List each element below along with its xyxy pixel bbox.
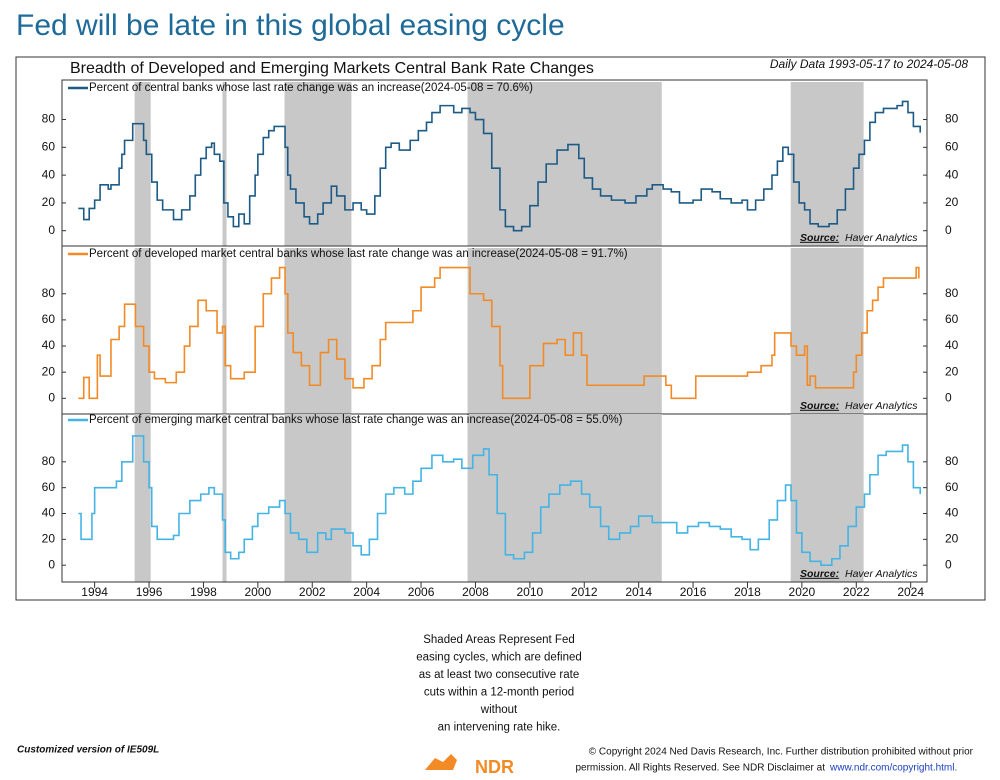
- y-tick-label: 0: [48, 223, 55, 237]
- logo-mark: [425, 754, 457, 770]
- y-tick-label: 0: [48, 390, 55, 404]
- y-tick-label: 20: [42, 364, 56, 378]
- y2-tick-label: 40: [945, 338, 959, 352]
- shaded-period: [790, 82, 864, 246]
- x-tick-label: 2000: [244, 585, 271, 599]
- shaded-period: [790, 248, 864, 414]
- y-tick-label: 80: [42, 454, 56, 468]
- shaded-period: [467, 82, 662, 246]
- y2-tick-label: 0: [945, 557, 952, 571]
- page-title: Fed will be late in this global easing c…: [16, 9, 565, 42]
- y-tick-label: 80: [42, 112, 56, 126]
- shaded-period: [134, 82, 151, 246]
- shaded-period: [284, 414, 352, 582]
- chart-title: Breadth of Developed and Emerging Market…: [70, 60, 594, 77]
- y-tick-label: 20: [42, 195, 56, 209]
- copyright: © Copyright 2024 Ned Davis Research, Inc…: [589, 747, 974, 758]
- x-tick-label: 2022: [843, 585, 870, 599]
- x-tick-label: 2020: [789, 585, 816, 599]
- legend-label: Percent of emerging market central banks…: [89, 414, 623, 426]
- x-tick-label: 2014: [625, 585, 652, 599]
- shaded-period: [284, 248, 352, 414]
- shaded-period: [134, 248, 151, 414]
- x-tick-label: 2010: [517, 585, 544, 599]
- y-tick-label: 0: [48, 557, 55, 571]
- source: Haver Analytics: [845, 400, 918, 412]
- source-label: Source:: [800, 400, 839, 412]
- x-tick-label: 2006: [408, 585, 435, 599]
- x-tick-label: 2018: [734, 585, 761, 599]
- note-line: easing cycles, which are defined: [416, 652, 582, 664]
- source-label: Source:: [800, 568, 839, 580]
- shaded-period: [222, 414, 227, 582]
- note: Shaded Areas Represent Fed easing cycles,…: [416, 634, 582, 734]
- y-tick-label: 60: [42, 139, 56, 153]
- series-line: [78, 266, 920, 400]
- y-tick-label: 40: [42, 506, 56, 520]
- note-line: cuts within a 12-month period: [424, 687, 574, 699]
- legend-label: Percent of developed market central bank…: [89, 248, 628, 260]
- series-line: [78, 435, 921, 566]
- y2-tick-label: 20: [945, 364, 959, 378]
- y2-tick-label: 20: [945, 532, 959, 546]
- note-line: an intervening rate hike.: [438, 722, 561, 734]
- copyright: permission. All Rights Reserved. See NDR…: [575, 763, 825, 774]
- y2-tick-label: 20: [945, 195, 959, 209]
- x-tick-label: 2002: [299, 585, 326, 599]
- source: Haver Analytics: [845, 232, 918, 244]
- version: Customized version of IE509L: [17, 745, 159, 756]
- note-line: as at least two consecutive rate: [419, 669, 579, 681]
- y-tick-label: 20: [42, 532, 56, 546]
- x-tick-label: 2016: [680, 585, 707, 599]
- source: Haver Analytics: [845, 568, 918, 580]
- chart-frame: [15, 56, 986, 601]
- x-tick-label: 2024: [897, 585, 924, 599]
- y-tick-label: 60: [42, 312, 56, 326]
- y2-tick-label: 80: [945, 112, 959, 126]
- date-range: Daily Data 1993-05-17 to 2024-05-08: [770, 57, 968, 71]
- x-tick-label: 1996: [136, 585, 163, 599]
- x-tick-label: 2004: [353, 585, 380, 599]
- y2-tick-label: 80: [945, 286, 959, 300]
- y2-tick-label: 60: [945, 312, 959, 326]
- shaded-period: [467, 414, 662, 582]
- legend-label: Percent of central banks whose last rate…: [89, 82, 533, 94]
- y2-tick-label: 40: [945, 506, 959, 520]
- logo: NDR: [475, 757, 514, 777]
- shaded-period: [467, 248, 662, 414]
- source-label: Source:: [800, 232, 839, 244]
- x-tick-label: 1998: [190, 585, 217, 599]
- note-line: Shaded Areas Represent Fed: [423, 634, 575, 646]
- shaded-period: [134, 414, 151, 582]
- x-tick-label: 2012: [571, 585, 598, 599]
- y-tick-label: 40: [42, 167, 56, 181]
- series-line: [78, 100, 921, 232]
- y-tick-label: 80: [42, 286, 56, 300]
- y2-tick-label: 60: [945, 139, 959, 153]
- y2-tick-label: 60: [945, 480, 959, 494]
- x-tick-label: 2008: [462, 585, 489, 599]
- copyright-link[interactable]: www.ndr.com/copyright.html.: [829, 763, 957, 774]
- y2-tick-label: 0: [945, 223, 952, 237]
- y2-tick-label: 0: [945, 390, 952, 404]
- x-tick-label: 1994: [81, 585, 108, 599]
- y-tick-label: 40: [42, 338, 56, 352]
- y2-tick-label: 80: [945, 454, 959, 468]
- plot-frame: [61, 79, 928, 583]
- y2-tick-label: 40: [945, 167, 959, 181]
- y-tick-label: 60: [42, 480, 56, 494]
- note-line: without: [480, 704, 518, 716]
- shaded-period: [790, 414, 864, 582]
